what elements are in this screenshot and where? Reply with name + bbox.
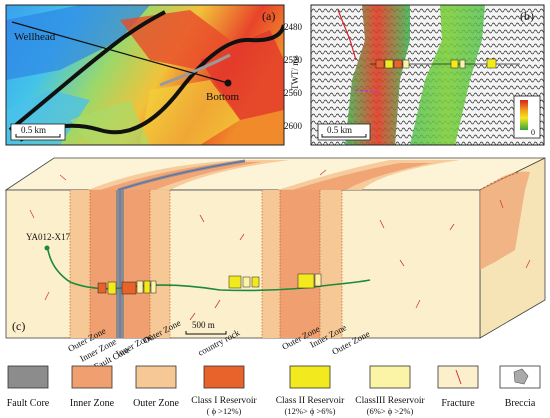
legend-sublabel: (6%> ϕ >2%)	[367, 406, 414, 416]
panel-b-colorbar: 0	[513, 95, 541, 139]
tick-label: 2480	[284, 22, 303, 32]
legend-item-outer-zone: Outer Zone	[133, 365, 179, 409]
bottom-label: Bottom	[206, 91, 239, 103]
legend-item-fracture: Fracture	[437, 365, 479, 409]
legend-label: Inner Zone	[70, 398, 115, 409]
legend-item-class-iii-reservoir: ClassIII Reservoir (6%> ϕ >2%)	[355, 365, 426, 416]
legend-item-class-i-reservoir: Class I Reservoir ( ϕ >12%)	[191, 365, 258, 416]
panel-a-scale-bar: 0.5 km	[10, 123, 66, 141]
fracture-marks	[29, 169, 531, 321]
tick-label: 2520	[284, 55, 303, 65]
legend-swatch	[203, 365, 245, 389]
panel-a-map	[6, 5, 284, 145]
legend-label: Class II Reservoir	[276, 396, 345, 406]
panel-b-axis-title: TWT/ ms	[290, 55, 300, 90]
legend-sublabel: (12%> ϕ >6%)	[285, 406, 336, 416]
tick-label: 2560	[284, 88, 303, 98]
wellhead-label: Wellhead	[14, 31, 56, 43]
reservoir-blocks	[97, 273, 322, 295]
legend-sublabel: ( ϕ >12%)	[207, 406, 242, 416]
tick-label: 2600	[284, 121, 303, 131]
panel-c-block: 500 m	[4, 157, 546, 339]
legend-swatch	[135, 365, 177, 389]
fracture-icon	[455, 369, 462, 385]
legend-label: Breccia	[505, 398, 536, 409]
panel-a-label: (a)	[262, 9, 275, 23]
panel-b-seismic	[311, 5, 544, 145]
legend-swatch	[369, 365, 411, 389]
legend-label: Class I Reservoir	[191, 396, 257, 406]
panel-c-scale-bar: 500 m	[185, 320, 227, 335]
panel-c-label: (c)	[12, 319, 25, 333]
panel-b-scale-bar: 0.5 km	[317, 123, 371, 141]
panel-b-label: (b)	[520, 9, 534, 23]
breccia-icon	[513, 368, 529, 385]
legend-label: Fracture	[441, 398, 475, 409]
legend-item-inner-zone: Inner Zone	[70, 365, 115, 409]
legend-item-fault-core: Fault Core	[7, 365, 50, 409]
legend-swatch	[71, 365, 113, 389]
legend-label: Fault Core	[7, 398, 50, 409]
legend-label: Outer Zone	[133, 398, 179, 409]
panel-b-scale-label: 0.5 km	[327, 125, 352, 135]
well-label: YA012-X17	[26, 232, 70, 242]
legend-label: ClassIII Reservoir	[355, 396, 425, 406]
legend-item-breccia: Breccia	[499, 365, 541, 409]
legend: Fault Core Inner Zone Outer Zone Class I…	[7, 365, 541, 416]
panel-c-scale-label: 500 m	[192, 320, 215, 330]
legend-item-class-ii-reservoir: Class II Reservoir (12%> ϕ >6%)	[276, 365, 345, 416]
legend-swatch	[289, 365, 331, 389]
panel-b-ticks: 2480 2520 2560 2600	[284, 22, 303, 131]
panel-a-scale-label: 0.5 km	[21, 125, 46, 135]
colorbar-zero-label: 0	[531, 128, 535, 137]
legend-swatch	[7, 365, 49, 389]
